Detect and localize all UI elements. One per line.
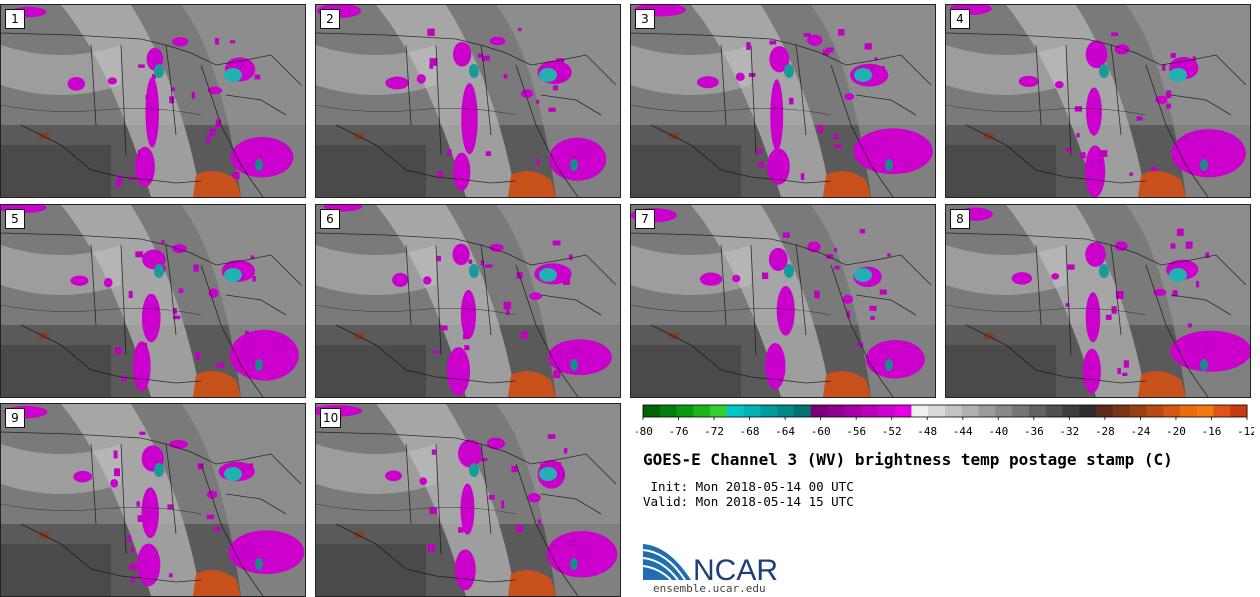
wv-map [946,205,1250,397]
colorbar-swatch [928,405,946,417]
colorbar-tick-label: -24 [1130,425,1150,438]
postage-stamp-panel: 4 [945,4,1251,198]
colorbar-swatch [676,405,694,417]
panel-number: 6 [320,209,340,229]
colorbar-swatch [911,405,929,417]
colorbar-tick-label: -52 [882,425,902,438]
colorbar-tick-label: -80 [636,425,653,438]
colorbar-swatch [659,405,678,417]
wv-map [631,205,935,397]
colorbar-tick-label: -56 [846,425,866,438]
colorbar-tick-label: -20 [1166,425,1186,438]
colorbar-swatch [894,405,912,417]
panel-number: 8 [950,209,970,229]
wv-map [1,5,305,197]
colorbar-swatch [1079,405,1097,417]
wv-map [1,404,305,596]
colorbar: -80 -76 -72 -68 -64 -60 -56 -52 -48 -44 -40 -36 -32 -… [636,404,1254,438]
colorbar-swatch [1012,405,1030,417]
colorbar-tick-label: -72 [704,425,724,438]
colorbar-swatch [643,405,661,417]
colorbar-tick-label: -32 [1059,425,1079,438]
colorbar-tick-label: -64 [775,425,795,438]
panel-number: 5 [5,209,25,229]
colorbar-swatch [1062,405,1080,417]
panel-number: 9 [5,408,25,428]
colorbar-tick-label: -48 [917,425,937,438]
wv-map [316,5,620,197]
colorbar-swatch [710,405,728,417]
colorbar-swatch [1230,405,1248,417]
colorbar-swatch [777,405,795,417]
postage-stamp-panel: 7 [630,204,936,398]
ncar-logo: NCAR [642,544,778,584]
colorbar-swatch [726,405,745,417]
colorbar-swatch [1096,405,1114,417]
colorbar-swatch [1146,405,1164,417]
postage-stamp-panel: 1 [0,4,306,198]
colorbar-swatch [827,405,845,417]
wv-map [1,205,305,397]
figure-title: GOES-E Channel 3 (WV) brightness temp po… [643,450,1173,469]
valid-time: Valid: Mon 2018-05-14 15 UTC [643,494,854,509]
colorbar-swatch [810,405,829,417]
colorbar-swatch [1129,405,1147,417]
colorbar-swatch [1179,405,1198,417]
panel-number: 3 [635,9,655,29]
colorbar-tick-label: -16 [1202,425,1222,438]
init-time: Init: Mon 2018-05-14 00 UTC [643,479,854,494]
postage-stamp-panel: 5 [0,204,306,398]
colorbar-swatch [1028,405,1047,417]
colorbar-frame [642,404,1248,418]
colorbar-swatch [861,405,879,417]
postage-stamp-panel: 6 [315,204,621,398]
colorbar-tick-label: -76 [669,425,689,438]
panel-number: 7 [635,209,655,229]
panel-number: 10 [320,408,342,428]
postage-stamp-panel: 10 [315,403,621,597]
colorbar-tick-label: -40 [988,425,1008,438]
colorbar-tick-label: -28 [1095,425,1115,438]
wv-map [316,205,620,397]
colorbar-tick-label: -68 [740,425,760,438]
ncar-logo-mark [642,544,691,581]
panel-number: 1 [5,9,25,29]
colorbar-swatch [1112,405,1131,417]
wv-map [631,5,935,197]
colorbar-swatch [1045,405,1063,417]
wv-map [316,404,620,596]
colorbar-swatch [945,405,963,417]
colorbar-swatch [1163,405,1181,417]
colorbar-tick-label: -60 [811,425,831,438]
colorbar-swatch [844,405,862,417]
panel-number: 4 [950,9,970,29]
postage-stamp-panel: 2 [315,4,621,198]
colorbar-swatch [978,405,996,417]
site-url: ensemble.ucar.edu [653,582,766,595]
colorbar-swatch [743,405,761,417]
postage-stamp-panel: 3 [630,4,936,198]
colorbar-swatch [794,405,812,417]
postage-stamp-panel: 9 [0,403,306,597]
colorbar-tick-label: -12 [1237,425,1254,438]
wv-map [946,5,1250,197]
ncar-logo-text: NCAR [693,554,778,584]
colorbar-swatch [1196,405,1214,417]
panel-number: 2 [320,9,340,29]
colorbar-swatch [693,405,711,417]
colorbar-swatch [1213,405,1231,417]
colorbar-swatch [877,405,896,417]
colorbar-swatch [995,405,1013,417]
colorbar-tick-label: -44 [953,425,973,438]
colorbar-swatch [760,405,778,417]
postage-stamp-panel: 8 [945,204,1251,398]
colorbar-swatch [961,405,980,417]
colorbar-tick-label: -36 [1024,425,1044,438]
